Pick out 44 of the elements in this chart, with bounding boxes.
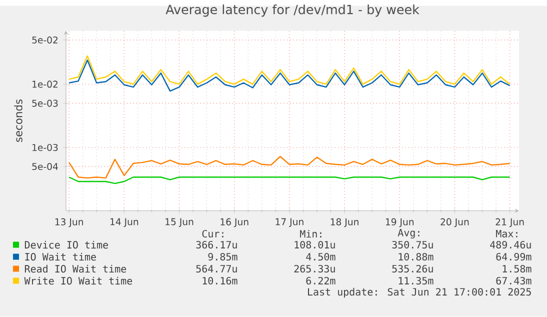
y-tick-label: 5e-03 (32, 100, 58, 107)
legend-label: Write IO Wait time (24, 276, 132, 285)
y-tick-label: 1e-02 (32, 80, 58, 88)
chart-title: Average latency for /dev/md1 - by week (166, 4, 420, 17)
y-axis-title: seconds (14, 100, 22, 142)
legend-label: IO Wait time (25, 252, 96, 261)
text: 535.26u (392, 265, 433, 273)
x-tick-label: 20 Jun (440, 218, 469, 228)
x-tick-label: 14 Jun (110, 218, 138, 228)
x-tick-label: 15 Jun (166, 218, 194, 228)
x-tick-label: 19 Jun (386, 218, 414, 228)
text: 11.35m (398, 277, 434, 285)
text: 9.85m (208, 253, 238, 261)
line-series (68, 156, 510, 179)
text: Cur: (202, 230, 224, 238)
text: 64.99m (496, 253, 532, 261)
text: 1.58m (502, 265, 532, 273)
legend-label: Device IO time (24, 241, 108, 249)
x-tick-label: 13 Jun (55, 218, 83, 228)
x-tick-label: 18 Jun (330, 218, 358, 228)
text: 67.43m (496, 277, 532, 285)
text: 10.88m (398, 253, 434, 261)
y-tick-label: 5e-02 (32, 36, 58, 44)
text: Min: (300, 230, 322, 238)
text: 4.50m (306, 253, 336, 261)
text: Max: (496, 230, 518, 238)
text: 10.16m (202, 277, 238, 285)
text: 265.33u (294, 265, 335, 273)
line-series (68, 60, 510, 92)
text: Last update: Sat Jun 21 17:00:01 2025 (308, 288, 531, 298)
text: 108.01u (294, 241, 335, 249)
text: 564.77u (196, 265, 237, 273)
text: 350.75u (392, 241, 433, 249)
x-tick-label: 17 Jun (276, 218, 304, 228)
x-tick-label: 16 Jun (220, 218, 248, 228)
text: 489.46u (490, 241, 531, 249)
text: 6.22m (306, 277, 336, 285)
y-tick-label: 1e-03 (32, 144, 58, 152)
y-tick-label: 5e-04 (32, 163, 58, 170)
x-tick-label: 21 Jun (496, 218, 524, 228)
text: Avg: (398, 229, 420, 239)
legend-label: Read IO Wait time (24, 265, 126, 273)
text: 366.17u (196, 241, 237, 249)
line-series (68, 55, 510, 85)
